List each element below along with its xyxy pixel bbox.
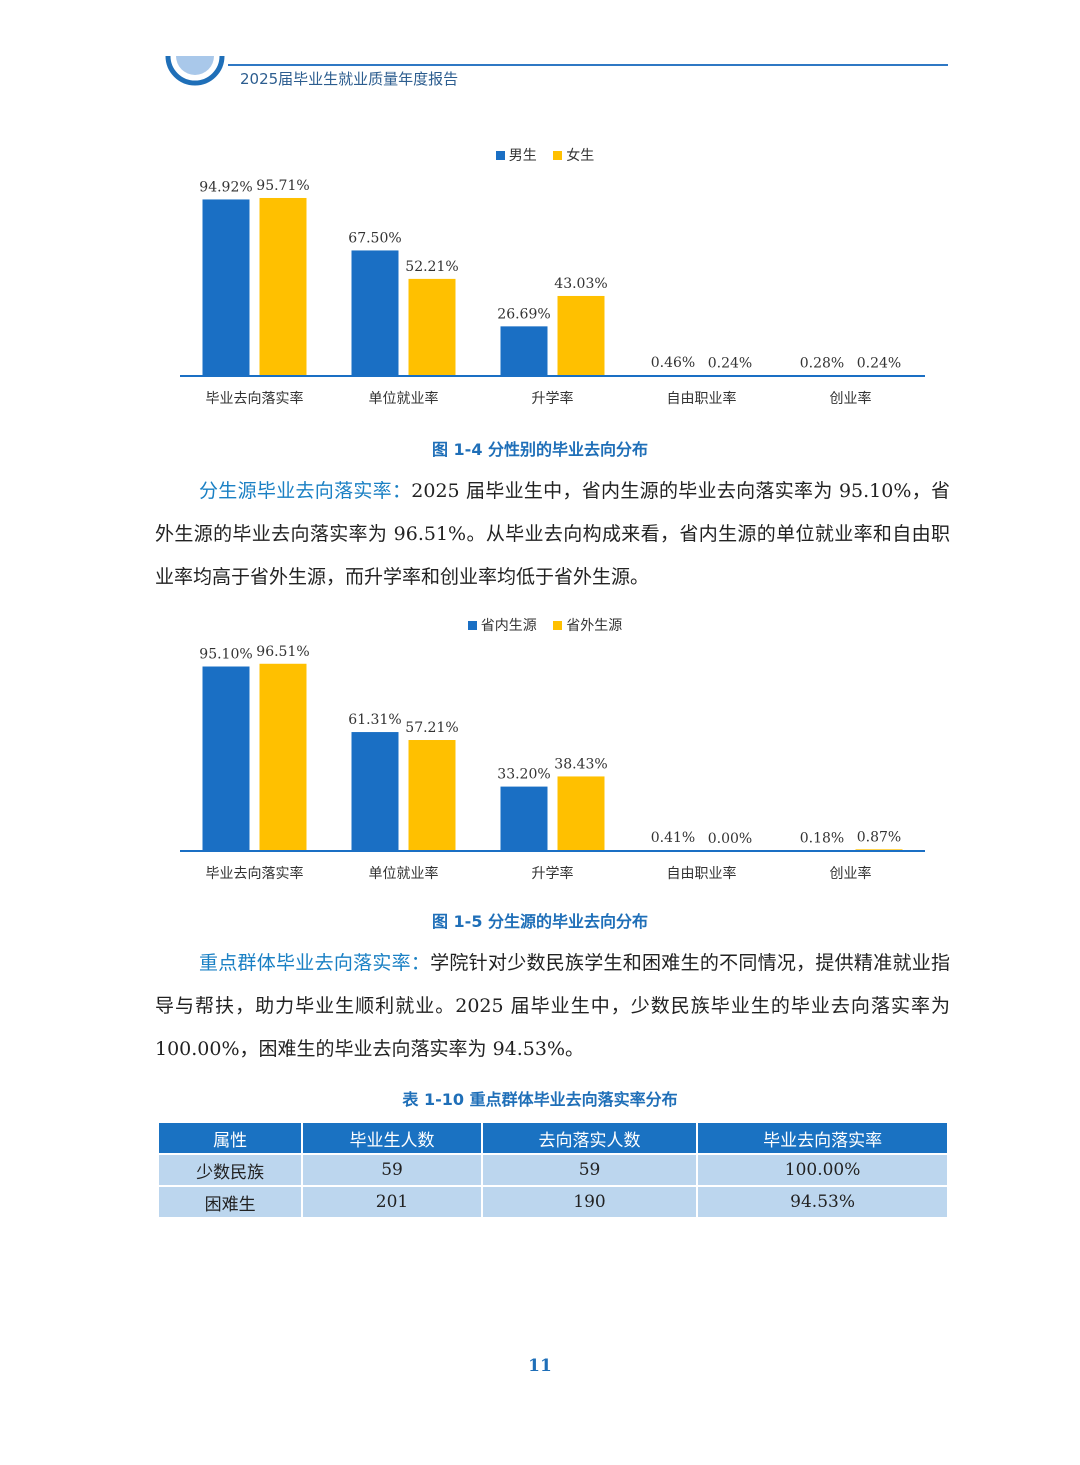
table-caption: 表 1-10 重点群体毕业去向落实率分布 [402, 1090, 678, 1109]
category-label: 毕业去向落实率 [206, 865, 304, 882]
legend-item: 男生 [495, 145, 537, 165]
bar [500, 326, 548, 376]
data-label: 0.87% [857, 829, 901, 845]
figure-caption: 图 1-4 分性别的毕业去向分布 [431, 440, 649, 459]
legend-swatch [467, 620, 477, 630]
bar [202, 199, 250, 376]
table-cell: 201 [303, 1187, 481, 1217]
data-label: 0.24% [857, 356, 901, 372]
legend-swatch [495, 150, 505, 160]
data-label: 96.51% [256, 644, 309, 660]
data-label: 33.20% [497, 767, 550, 783]
header-title: 2025届毕业生就业质量年度报告 [240, 70, 459, 88]
data-label: 94.92% [199, 179, 252, 195]
table-cell: 少数民族 [159, 1155, 302, 1185]
table-header: 属性 [159, 1123, 302, 1153]
legend-label: 省内生源 [480, 618, 537, 634]
gender-bar-chart: 男生 女生 94.92% 95.71% 毕业去向落实率 67.50% 52.21% 单位就… [150, 145, 940, 415]
category-label: 升学率 [532, 390, 574, 407]
chart-plot: 94.92% 95.71% 毕业去向落实率 67.50%52.21% 单位就业率 26.6… [180, 178, 925, 407]
bar [557, 776, 605, 851]
category-label: 创业率 [830, 865, 872, 882]
legend-label: 省外生源 [566, 618, 623, 634]
key-groups-table: 属性 毕业生人数 去向落实人数 毕业去向落实率 少数民族 59 59 100.0… [157, 1121, 949, 1219]
data-label: 0.00% [708, 831, 752, 847]
category-label: 升学率 [532, 865, 574, 882]
paragraph-key-groups: 重点群体毕业去向落实率：学院针对少数民族学生和困难生的不同情况，提供精准就业指导… [155, 942, 950, 1071]
bar [202, 666, 250, 851]
bar [351, 250, 399, 376]
category-label: 自由职业率 [667, 865, 737, 882]
category-label: 单位就业率 [369, 390, 439, 407]
legend-swatch [553, 150, 563, 160]
data-label: 57.21% [405, 720, 458, 736]
header-rule [228, 64, 948, 66]
table-header: 去向落实人数 [482, 1123, 697, 1153]
chart-legend: 省内生源 省外生源 [150, 615, 940, 635]
table-row: 少数民族 59 59 100.00% [159, 1155, 947, 1185]
bar [259, 197, 307, 376]
category-label: 自由职业率 [667, 390, 737, 407]
table-cell: 190 [482, 1187, 697, 1217]
legend-item: 省外生源 [553, 615, 622, 635]
figure-caption: 图 1-5 分生源的毕业去向分布 [431, 912, 649, 931]
origin-bar-chart: 省内生源 省外生源 95.10% 96.51% 毕业去向落实率 61.31% 57.21… [150, 615, 940, 890]
data-label: 26.69% [497, 306, 550, 322]
category-label: 单位就业率 [369, 865, 439, 882]
table-header-row: 属性 毕业生人数 去向落实人数 毕业去向落实率 [159, 1123, 947, 1153]
category-label: 毕业去向落实率 [206, 390, 304, 407]
data-label: 67.50% [348, 230, 401, 246]
legend-label: 女生 [566, 148, 595, 164]
category-label: 创业率 [830, 390, 872, 407]
table-cell: 94.53% [698, 1187, 947, 1217]
data-label: 61.31% [348, 712, 401, 728]
table-cell: 100.00% [698, 1155, 947, 1185]
chart-plot: 95.10% 96.51% 毕业去向落实率 61.31% 57.21% 单位就业率 33.2… [180, 644, 925, 882]
bar [351, 732, 399, 851]
data-label: 95.71% [256, 178, 309, 194]
data-label: 0.24% [708, 356, 752, 372]
legend-label: 男生 [508, 148, 537, 164]
table-cell: 59 [303, 1155, 481, 1185]
bar [408, 278, 456, 376]
paragraph-lead: 重点群体毕业去向落实率： [199, 952, 431, 974]
table-header: 毕业生人数 [303, 1123, 481, 1153]
data-label: 0.41% [651, 830, 695, 846]
paragraph-body: 学院针对少数民族学生和困难生的不同情况，提供精准就业指导与帮扶，助力毕业生顺利就… [155, 952, 950, 1060]
table-row: 困难生 201 190 94.53% [159, 1187, 947, 1217]
data-label: 0.28% [800, 355, 844, 371]
bar [408, 740, 456, 851]
table-cell: 困难生 [159, 1187, 302, 1217]
data-label: 0.18% [800, 831, 844, 847]
paragraph-origin: 分生源毕业去向落实率：2025 届毕业生中，省内生源的毕业去向落实率为 95.1… [155, 470, 950, 599]
data-label: 38.43% [554, 756, 607, 772]
chart-legend: 男生 女生 [150, 145, 940, 165]
data-label: 0.46% [651, 355, 695, 371]
legend-item: 女生 [553, 145, 594, 165]
table-header: 毕业去向落实率 [698, 1123, 947, 1153]
paragraph-lead: 分生源毕业去向落实率： [199, 480, 412, 502]
legend-swatch [553, 620, 563, 630]
bar [259, 663, 307, 851]
data-label: 43.03% [554, 276, 607, 292]
page-number: 11 [528, 1356, 552, 1376]
report-logo [165, 55, 225, 86]
table-cell: 59 [482, 1155, 697, 1185]
data-label: 52.21% [405, 259, 458, 275]
paragraph-body: 2025 届毕业生中，省内生源的毕业去向落实率为 95.10%，省外生源的毕业去… [155, 480, 950, 588]
data-label: 95.10% [199, 647, 252, 663]
bar [557, 295, 605, 376]
legend-item: 省内生源 [467, 615, 537, 635]
bar [500, 786, 548, 851]
